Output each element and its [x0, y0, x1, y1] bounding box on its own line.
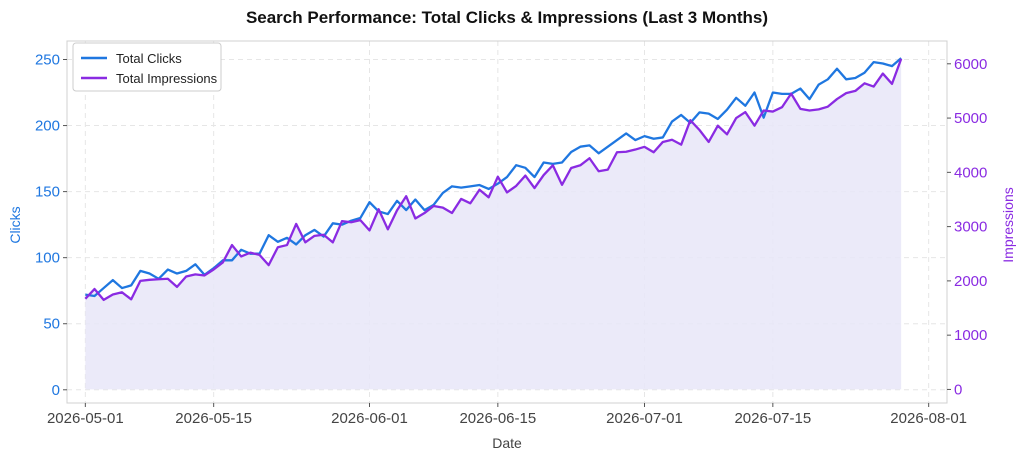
x-tick-label: 2026-06-15 [459, 410, 536, 427]
x-tick-label: 2026-05-01 [47, 410, 124, 427]
right-tick-label: 6000 [954, 56, 987, 73]
x-axis-label: Date [492, 435, 522, 451]
left-tick-label: 50 [43, 316, 60, 333]
right-y-axis-label: Impressions [1000, 187, 1016, 262]
impressions-area [85, 58, 902, 390]
left-y-axis-label: Clicks [7, 206, 23, 243]
left-tick-label: 100 [35, 250, 60, 267]
legend-label-clicks: Total Clicks [116, 51, 182, 66]
left-y-axis: 0 50 100 150 200 250 [35, 51, 67, 399]
left-tick-label: 200 [35, 118, 60, 135]
plot-border [66, 40, 948, 404]
legend-box [72, 42, 222, 92]
chart-title: Search Performance: Total Clicks & Impre… [246, 8, 768, 27]
right-tick-label: 1000 [954, 327, 987, 344]
x-tick-label: 2026-07-15 [734, 410, 811, 427]
left-tick-label: 250 [35, 51, 60, 68]
right-tick-label: 2000 [954, 273, 987, 290]
impressions-line [84, 58, 903, 302]
right-tick-label: 0 [954, 381, 962, 398]
x-tick-label: 2026-05-15 [175, 410, 252, 427]
x-tick-label: 2026-07-01 [606, 410, 683, 427]
impressions-fill [85, 58, 902, 390]
right-tick-label: 3000 [954, 219, 987, 236]
legend-label-impressions: Total Impressions [116, 71, 218, 86]
x-tick-label: 2026-06-01 [331, 410, 408, 427]
x-axis: 2026-05-01 2026-05-15 2026-06-01 2026-06-15… [47, 403, 967, 427]
left-tick-label: 0 [52, 382, 60, 399]
right-y-axis: 0 1000 2000 3000 4000 5000 6000 [947, 56, 987, 398]
right-tick-label: 5000 [954, 110, 987, 127]
left-tick-label: 150 [35, 184, 60, 201]
x-tick-label: 2026-08-01 [890, 410, 967, 427]
plot-frame [66, 40, 948, 404]
legend: Total Clicks Total Impressions [72, 42, 222, 92]
series-lines [84, 57, 903, 302]
right-tick-label: 4000 [954, 164, 987, 181]
